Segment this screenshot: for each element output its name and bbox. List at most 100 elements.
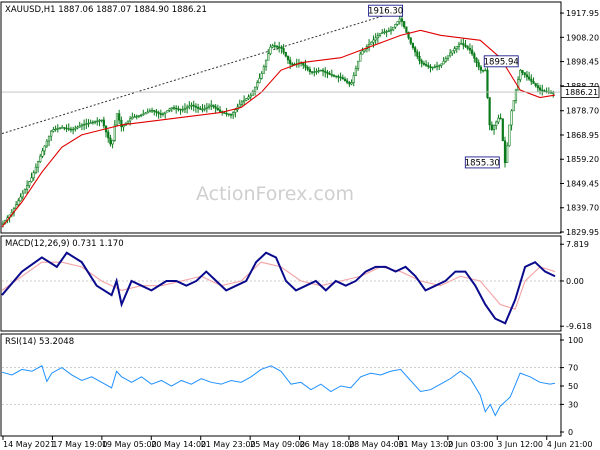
- candle-body: [313, 71, 316, 73]
- candle-body: [394, 24, 397, 28]
- candle-body: [240, 101, 244, 105]
- candle-body: [462, 43, 465, 46]
- candle-body: [61, 127, 64, 129]
- candle-body: [530, 78, 533, 82]
- candle-body: [36, 161, 40, 168]
- candle-body: [118, 113, 121, 121]
- candle-body: [271, 45, 274, 48]
- candle-body: [284, 52, 287, 57]
- time-tick-label: 3 Jun 12:00: [497, 440, 543, 449]
- candle-body: [378, 33, 382, 36]
- candle-body: [306, 66, 309, 70]
- candle-body: [43, 145, 46, 152]
- candle-body: [122, 125, 125, 128]
- candle-body: [381, 32, 384, 34]
- candle-body: [308, 69, 311, 72]
- candle-body: [56, 128, 59, 130]
- candle-body: [396, 21, 399, 25]
- candle-body: [420, 60, 423, 64]
- candle-body: [126, 120, 130, 124]
- candle-body: [409, 37, 412, 44]
- candle-body: [146, 111, 149, 114]
- candle-body: [234, 109, 237, 113]
- candle-body: [168, 108, 171, 111]
- candle-body: [332, 75, 336, 77]
- candle-body: [424, 64, 428, 66]
- candle-body: [538, 87, 542, 91]
- time-tick-label: 19 May 05:00: [102, 440, 157, 449]
- candle-body: [438, 65, 441, 67]
- moving-average-line: [1, 29, 556, 228]
- candle-body: [157, 112, 160, 114]
- candle-body: [179, 108, 182, 111]
- macd-tick-label: 7.819: [566, 240, 589, 249]
- candle-body: [41, 150, 44, 157]
- candle-body: [67, 128, 70, 130]
- signal-line: [1, 261, 556, 310]
- candle-body: [414, 47, 417, 53]
- candle-body: [370, 41, 373, 45]
- candle-body: [142, 113, 145, 116]
- candle-body: [269, 46, 272, 54]
- candle-body: [238, 103, 241, 108]
- candle-body: [492, 125, 496, 130]
- time-tick-label: 21 May 23:00: [201, 440, 256, 449]
- candle-body: [442, 60, 445, 65]
- candle-body: [243, 99, 246, 103]
- candle-body: [411, 42, 415, 48]
- candle-body: [471, 49, 474, 55]
- candle-body: [30, 177, 33, 182]
- candle-body: [534, 83, 537, 86]
- candle-body: [418, 56, 421, 62]
- candle-body: [275, 45, 279, 48]
- candle-body: [177, 108, 180, 110]
- candle-body: [475, 57, 478, 63]
- candle-body: [389, 29, 393, 32]
- annotation-box: [368, 4, 404, 17]
- candle-body: [172, 107, 176, 109]
- price-tick-label: 1898.45: [566, 58, 599, 67]
- current-price-label: 1886.21: [565, 88, 598, 97]
- annotation-box: [464, 156, 500, 169]
- candle-body: [251, 91, 255, 96]
- time-tick-label: 28 May 04:00: [349, 440, 404, 449]
- candle-body: [216, 107, 219, 111]
- candle-body: [109, 137, 112, 145]
- watermark: ActionForex.com: [196, 183, 354, 205]
- price-tick-label: 1878.70: [566, 107, 599, 116]
- candle-body: [196, 106, 200, 109]
- candle-body: [26, 185, 29, 190]
- candle-body: [501, 118, 504, 142]
- candle-body: [155, 111, 158, 113]
- candle-body: [23, 189, 27, 194]
- candle-body: [335, 75, 338, 78]
- candle-body: [170, 107, 173, 110]
- price-series: 1916.30 1895.94 1855.30: [1, 4, 560, 228]
- candle-body: [532, 81, 535, 84]
- candle-body: [159, 113, 162, 115]
- candle-body: [72, 128, 75, 131]
- candle-body: [440, 63, 443, 66]
- candle-body: [536, 85, 539, 89]
- candle-body: [280, 47, 283, 49]
- annotation-box: [483, 55, 519, 68]
- candle-body: [153, 109, 156, 112]
- price-tick-label: 1917.95: [566, 9, 599, 18]
- candle-body: [310, 71, 314, 73]
- candle-body: [528, 76, 531, 80]
- candle-body: [80, 124, 84, 127]
- candle-body: [212, 104, 215, 107]
- candle-body: [183, 107, 187, 110]
- candle-body: [464, 44, 467, 47]
- candle-body: [164, 111, 167, 115]
- candle-body: [367, 44, 371, 47]
- candle-body: [181, 108, 184, 111]
- candle-body: [32, 172, 35, 179]
- candle-body: [302, 62, 305, 66]
- candle-body: [357, 60, 360, 69]
- candle-body: [422, 63, 425, 65]
- annotation-label: 1855.30: [465, 158, 500, 168]
- candle-body: [258, 78, 261, 84]
